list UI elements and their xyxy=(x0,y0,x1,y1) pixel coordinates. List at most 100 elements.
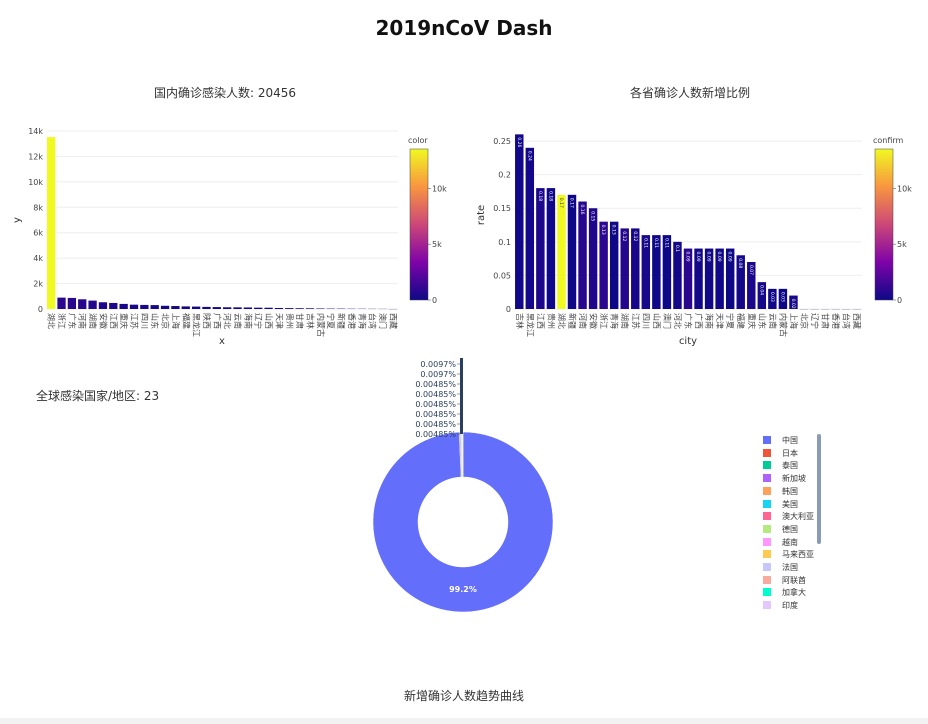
bar xyxy=(599,221,608,309)
bar-data-label: 0.13 xyxy=(600,225,606,235)
x-tick-label: 广西 xyxy=(212,313,222,329)
legend-item-label[interactable]: 马来西亚 xyxy=(782,550,814,560)
x-tick-label: 天津 xyxy=(715,313,725,329)
x-tick-label: 北京 xyxy=(161,313,171,329)
bar xyxy=(150,305,159,309)
legend-scrollbar[interactable] xyxy=(817,434,821,544)
bar-data-label: 0.26 xyxy=(516,137,522,147)
bar xyxy=(768,288,777,309)
colorbar-tick-label: 5k xyxy=(897,240,907,249)
y-tick-label: 0 xyxy=(38,305,43,314)
x-tick-label: 贵州 xyxy=(285,313,295,329)
bar xyxy=(67,297,77,309)
x-tick-label: 云南 xyxy=(233,313,243,329)
legend-swatch[interactable] xyxy=(763,486,771,495)
bar xyxy=(536,188,545,309)
y-tick-label: 4k xyxy=(33,254,43,263)
bar-data-label: 0.08 xyxy=(737,258,743,268)
pie-legend[interactable]: 中国日本泰国新加坡韩国美国澳大利亚德国越南马来西亚法国阿联酋加拿大印度 xyxy=(760,433,830,618)
bar xyxy=(191,306,201,309)
x-tick-label: 广西 xyxy=(694,313,704,329)
bar xyxy=(88,300,97,309)
bar xyxy=(757,282,767,309)
bar xyxy=(557,194,566,309)
x-tick-label: 海南 xyxy=(243,313,253,329)
legend-item-label[interactable]: 阿联酋 xyxy=(782,575,806,585)
legend-swatch[interactable] xyxy=(763,563,771,571)
x-tick-label: 内蒙古 xyxy=(316,313,326,337)
x-tick-label: 西藏 xyxy=(852,313,862,329)
legend-item-label[interactable]: 日本 xyxy=(782,448,798,458)
bar xyxy=(578,201,587,309)
x-tick-label: 香港 xyxy=(831,313,841,329)
legend-item-label[interactable]: 泰国 xyxy=(782,461,798,471)
x-tick-label: 江苏 xyxy=(631,313,641,329)
legend-item-label[interactable]: 韩国 xyxy=(782,486,798,496)
bar xyxy=(609,221,619,309)
x-tick-label: 吉林 xyxy=(515,313,525,329)
bar xyxy=(789,295,798,309)
y-tick-label: 0.05 xyxy=(493,271,511,280)
legend-item-label[interactable]: 中国 xyxy=(782,436,798,445)
legend-swatch[interactable] xyxy=(763,474,771,483)
x-tick-label: 上海 xyxy=(789,313,799,329)
bar xyxy=(243,307,253,309)
legend-swatch[interactable] xyxy=(763,461,771,470)
bar xyxy=(285,308,294,309)
bar-data-label: 0.09 xyxy=(706,252,712,262)
bar xyxy=(109,302,118,309)
x-tick-label: 江西 xyxy=(536,313,545,329)
bar1-title: 国内确诊感染人数: 20456 xyxy=(153,86,297,100)
legend-swatch[interactable] xyxy=(763,448,771,457)
legend-item-label[interactable]: 澳大利亚 xyxy=(782,512,814,522)
colorbar-tick-label: 10k xyxy=(432,184,447,193)
bar-chart-ratio: 0 0.05 0.1 0.15 0.2 0.25 0.26 吉林 0.24 黑龙江 0.18 江西 0.… xyxy=(476,134,912,347)
y-tick-label: 14k xyxy=(28,127,43,136)
x-tick-label: 浙江 xyxy=(599,313,609,329)
x-tick-label: 山东 xyxy=(757,313,767,329)
legend-swatch[interactable] xyxy=(763,436,771,444)
x-tick-label: 宁夏 xyxy=(326,313,336,329)
bar-data-label: 0.02 xyxy=(790,299,796,309)
legend-swatch[interactable] xyxy=(763,575,771,584)
bar xyxy=(588,208,598,309)
x-tick-label: 云南 xyxy=(768,313,778,329)
legend-swatch[interactable] xyxy=(763,512,771,521)
legend-swatch[interactable] xyxy=(763,601,771,610)
pie-outside-label: 0.00485% xyxy=(415,410,456,419)
bar-data-label: 0.12 xyxy=(621,231,627,241)
bar xyxy=(57,297,66,309)
x-tick-label: 黑龙江 xyxy=(192,313,202,337)
legend-item-label[interactable]: 美国 xyxy=(782,499,798,509)
x-tick-label: 河北 xyxy=(223,313,233,329)
legend-item-label[interactable]: 法国 xyxy=(782,563,798,572)
x-tick-label: 香港 xyxy=(347,313,357,329)
y-tick-label: 0.2 xyxy=(498,171,511,180)
legend-swatch[interactable] xyxy=(763,499,771,508)
legend-swatch[interactable] xyxy=(763,524,771,533)
legend-item-label[interactable]: 德国 xyxy=(782,524,798,534)
legend-item-label[interactable]: 加拿大 xyxy=(782,588,806,598)
bar-data-label: 0.09 xyxy=(727,252,733,262)
bar-data-label: 0.03 xyxy=(769,292,775,302)
pie-outside-label: 0.00485% xyxy=(415,380,456,389)
legend-swatch[interactable] xyxy=(763,537,771,546)
legend-swatch[interactable] xyxy=(763,550,771,559)
bar xyxy=(515,134,524,309)
bar xyxy=(274,307,284,309)
colorbar-tick-label: 5k xyxy=(432,240,442,249)
bar xyxy=(620,228,629,309)
y-axis-title: y xyxy=(12,217,23,223)
bar-data-label: 0.18 xyxy=(537,191,543,201)
legend-item-label[interactable]: 新加坡 xyxy=(782,474,806,484)
x-tick-label: 福建 xyxy=(181,313,191,329)
x-tick-label: 甘肃 xyxy=(295,313,305,329)
legend-item-label[interactable]: 越南 xyxy=(782,537,798,547)
y-tick-label: 0.1 xyxy=(498,238,511,247)
x-tick-label: 新疆 xyxy=(568,313,578,329)
legend-swatch[interactable] xyxy=(763,588,771,597)
colorbar-scale xyxy=(874,148,894,301)
bar xyxy=(747,261,756,309)
bar-data-label: 0.09 xyxy=(685,252,691,262)
legend-item-label[interactable]: 印度 xyxy=(782,601,798,611)
